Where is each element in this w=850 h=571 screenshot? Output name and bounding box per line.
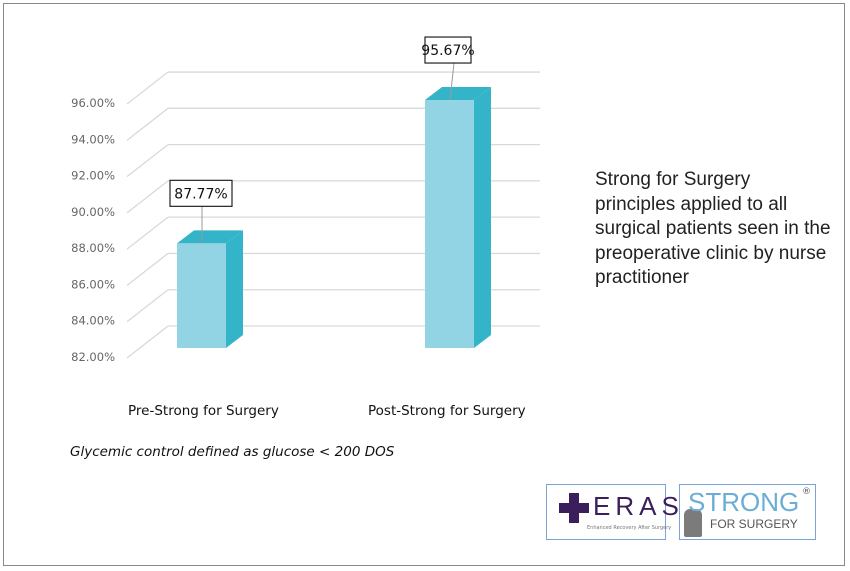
- gridline-diagonal: [126, 216, 169, 250]
- athlete-icon: [684, 509, 702, 537]
- cross-icon: [559, 493, 589, 523]
- bar-side: [474, 87, 491, 349]
- data-label-leader: [449, 62, 455, 101]
- eras-subtitle: Enhanced Recovery After Surgery: [587, 525, 672, 531]
- gridline-diagonal: [126, 325, 169, 359]
- strong-subtitle: FOR SURGERY: [710, 517, 798, 531]
- x-label-post: Post-Strong for Surgery: [368, 403, 526, 419]
- gridline-diagonal: [126, 107, 169, 141]
- y-tick-label: 86.00%: [71, 277, 115, 291]
- bar: [177, 243, 226, 348]
- data-label-box: [424, 36, 472, 64]
- data-label: 95.67%: [421, 43, 474, 59]
- bar-top: [177, 230, 243, 244]
- registered-mark: ®: [802, 487, 811, 497]
- gridline-diagonal: [126, 289, 169, 323]
- slide-border: [3, 3, 845, 566]
- y-tick-label: 84.00%: [71, 314, 115, 328]
- strong-for-surgery-logo: STRONG ® FOR SURGERY: [679, 484, 816, 540]
- strong-title: STRONG: [688, 487, 800, 517]
- footnote: Glycemic control defined as glucose < 20…: [70, 444, 395, 460]
- gridline-diagonal: [126, 180, 169, 214]
- y-tick-label: 90.00%: [71, 205, 115, 219]
- y-tick-label: 92.00%: [71, 169, 115, 183]
- y-tick-label: 96.00%: [71, 96, 115, 110]
- eras-logo: ERAS Enhanced Recovery After Surgery: [546, 484, 679, 540]
- y-tick-label: 82.00%: [71, 350, 115, 364]
- y-tick-label: 94.00%: [71, 132, 115, 146]
- side-description: Strong for Surgery principles applied to…: [595, 169, 831, 288]
- x-label-pre: Pre-Strong for Surgery: [128, 403, 279, 419]
- gridline-diagonal: [126, 71, 169, 105]
- gridline-diagonal: [126, 252, 169, 286]
- y-tick-label: 88.00%: [71, 241, 115, 255]
- data-label: 87.77%: [174, 186, 227, 202]
- bar: [425, 100, 474, 348]
- data-label-box: [169, 179, 233, 207]
- eras-title: ERAS: [593, 491, 684, 521]
- gridline-diagonal: [126, 144, 169, 178]
- bar-top: [425, 87, 491, 101]
- bar-side: [226, 230, 243, 348]
